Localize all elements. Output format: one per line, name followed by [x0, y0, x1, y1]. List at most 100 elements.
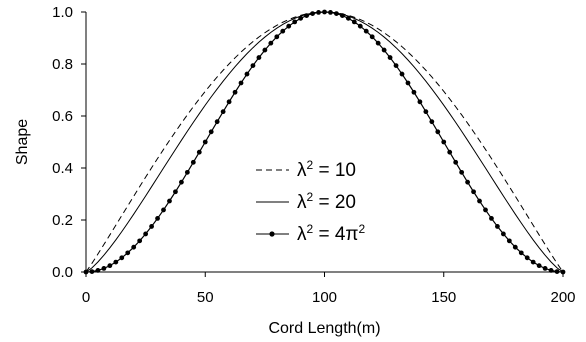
series-3-marker: [405, 80, 411, 86]
series-3-marker: [137, 238, 143, 244]
series-3-marker: [453, 159, 459, 165]
y-axis-title: Shape: [14, 119, 31, 165]
series-3-marker: [518, 250, 524, 256]
series-3-marker: [119, 255, 125, 261]
series-3-marker: [232, 89, 238, 95]
legend-label-1: λ2 = 10: [297, 158, 356, 181]
series-3-marker: [328, 10, 333, 15]
series-3-marker: [483, 207, 488, 213]
y-tick-label: 0.2: [52, 212, 73, 229]
x-tick-label: 100: [312, 289, 337, 306]
series-3-marker: [250, 63, 256, 68]
series-3-marker: [196, 149, 202, 155]
series-3-marker: [238, 80, 244, 86]
series-3-marker: [465, 179, 470, 185]
series-3-marker: [220, 109, 226, 115]
series-3-marker: [298, 15, 304, 21]
series-3-marker: [202, 139, 208, 145]
series-3-marker: [399, 71, 405, 77]
series-3-marker: [375, 40, 381, 46]
legend: λ2 = 10 λ2 = 20 λ2 = 4π2: [256, 158, 366, 245]
series-3-marker: [351, 19, 357, 25]
series-3-marker: [244, 71, 250, 77]
series-3-marker: [500, 231, 506, 237]
x-tick-label: 150: [431, 289, 456, 306]
series-3-marker: [143, 231, 149, 237]
series-3-marker: [167, 198, 172, 204]
x-tick-label: 200: [550, 289, 575, 306]
x-axis-title: Cord Length(m): [268, 320, 380, 337]
series-3-marker: [471, 189, 476, 195]
series-3-marker: [208, 129, 214, 135]
series-3-marker: [560, 269, 566, 275]
axes: 0.0 0.2 0.4 0.6 0.8 1.0 0 50 100 150 200: [52, 4, 575, 306]
series-3-marker: [95, 267, 101, 273]
x-tick-label: 50: [197, 289, 214, 306]
series-3-marker: [101, 266, 107, 271]
y-tick-label: 0.8: [52, 56, 73, 73]
series-3-marker: [179, 179, 184, 185]
series-3-marker: [322, 9, 327, 15]
series-3-marker: [113, 259, 119, 265]
series-3-marker: [286, 23, 292, 29]
series-3-marker: [506, 238, 512, 244]
series-3-marker: [393, 63, 399, 68]
series-3-marker: [536, 263, 542, 269]
legend-label-2: λ2 = 20: [297, 190, 356, 213]
y-tick-label: 0.0: [52, 264, 73, 281]
series-3-marker: [489, 216, 494, 221]
series-3-marker: [334, 11, 339, 17]
series-3-marker: [256, 55, 262, 60]
series-3-marker: [477, 198, 482, 204]
series-3-marker: [417, 99, 423, 105]
series-3-marker: [214, 119, 220, 125]
series-3-marker: [411, 89, 417, 95]
series-3-marker: [357, 23, 363, 29]
series-3-marker: [268, 40, 274, 46]
series-3-marker: [292, 19, 298, 25]
series-3-marker: [435, 129, 441, 135]
series-3-marker: [554, 269, 560, 274]
series-3-marker: [345, 15, 351, 21]
series-3-marker: [542, 266, 548, 271]
series-3-marker: [339, 13, 345, 18]
series-3-marker: [423, 109, 429, 115]
series-3-marker: [149, 224, 154, 229]
series-3-marker: [304, 13, 310, 18]
series-3-marker: [387, 55, 393, 60]
series-3-marker: [262, 47, 268, 53]
series-3-marker: [530, 259, 536, 265]
series-3-marker: [447, 149, 453, 155]
x-tick-label: 0: [82, 289, 90, 306]
legend-label-3: λ2 = 4π2: [297, 222, 366, 245]
legend-marker: [269, 231, 275, 237]
series-3-marker: [89, 269, 95, 274]
series-3-marker: [459, 169, 465, 175]
series-3-marker: [83, 269, 89, 275]
series-3-marker: [107, 263, 113, 269]
series-3-marker: [125, 250, 131, 256]
series-layer: [83, 9, 566, 275]
series-3-marker: [310, 11, 315, 17]
series-3-marker: [495, 224, 500, 229]
series-3-marker: [184, 169, 190, 175]
series-3-marker: [381, 47, 387, 53]
series-3-marker: [441, 139, 447, 145]
series-3-marker: [369, 34, 375, 40]
series-3-marker: [131, 244, 137, 250]
series-3-marker: [429, 119, 435, 125]
series-3-marker: [280, 28, 286, 34]
series-3-marker: [226, 99, 232, 105]
series-3-marker: [173, 189, 178, 195]
series-3-marker: [274, 34, 280, 40]
series-3-marker: [155, 216, 160, 221]
series-3-marker: [512, 244, 518, 250]
series-3-marker: [190, 159, 196, 165]
y-tick-label: 1.0: [52, 4, 73, 21]
y-tick-label: 0.4: [52, 160, 73, 177]
series-3-marker: [524, 255, 530, 261]
series-3-marker: [363, 28, 369, 34]
y-tick-label: 0.6: [52, 108, 73, 125]
series-3-marker: [316, 10, 321, 15]
